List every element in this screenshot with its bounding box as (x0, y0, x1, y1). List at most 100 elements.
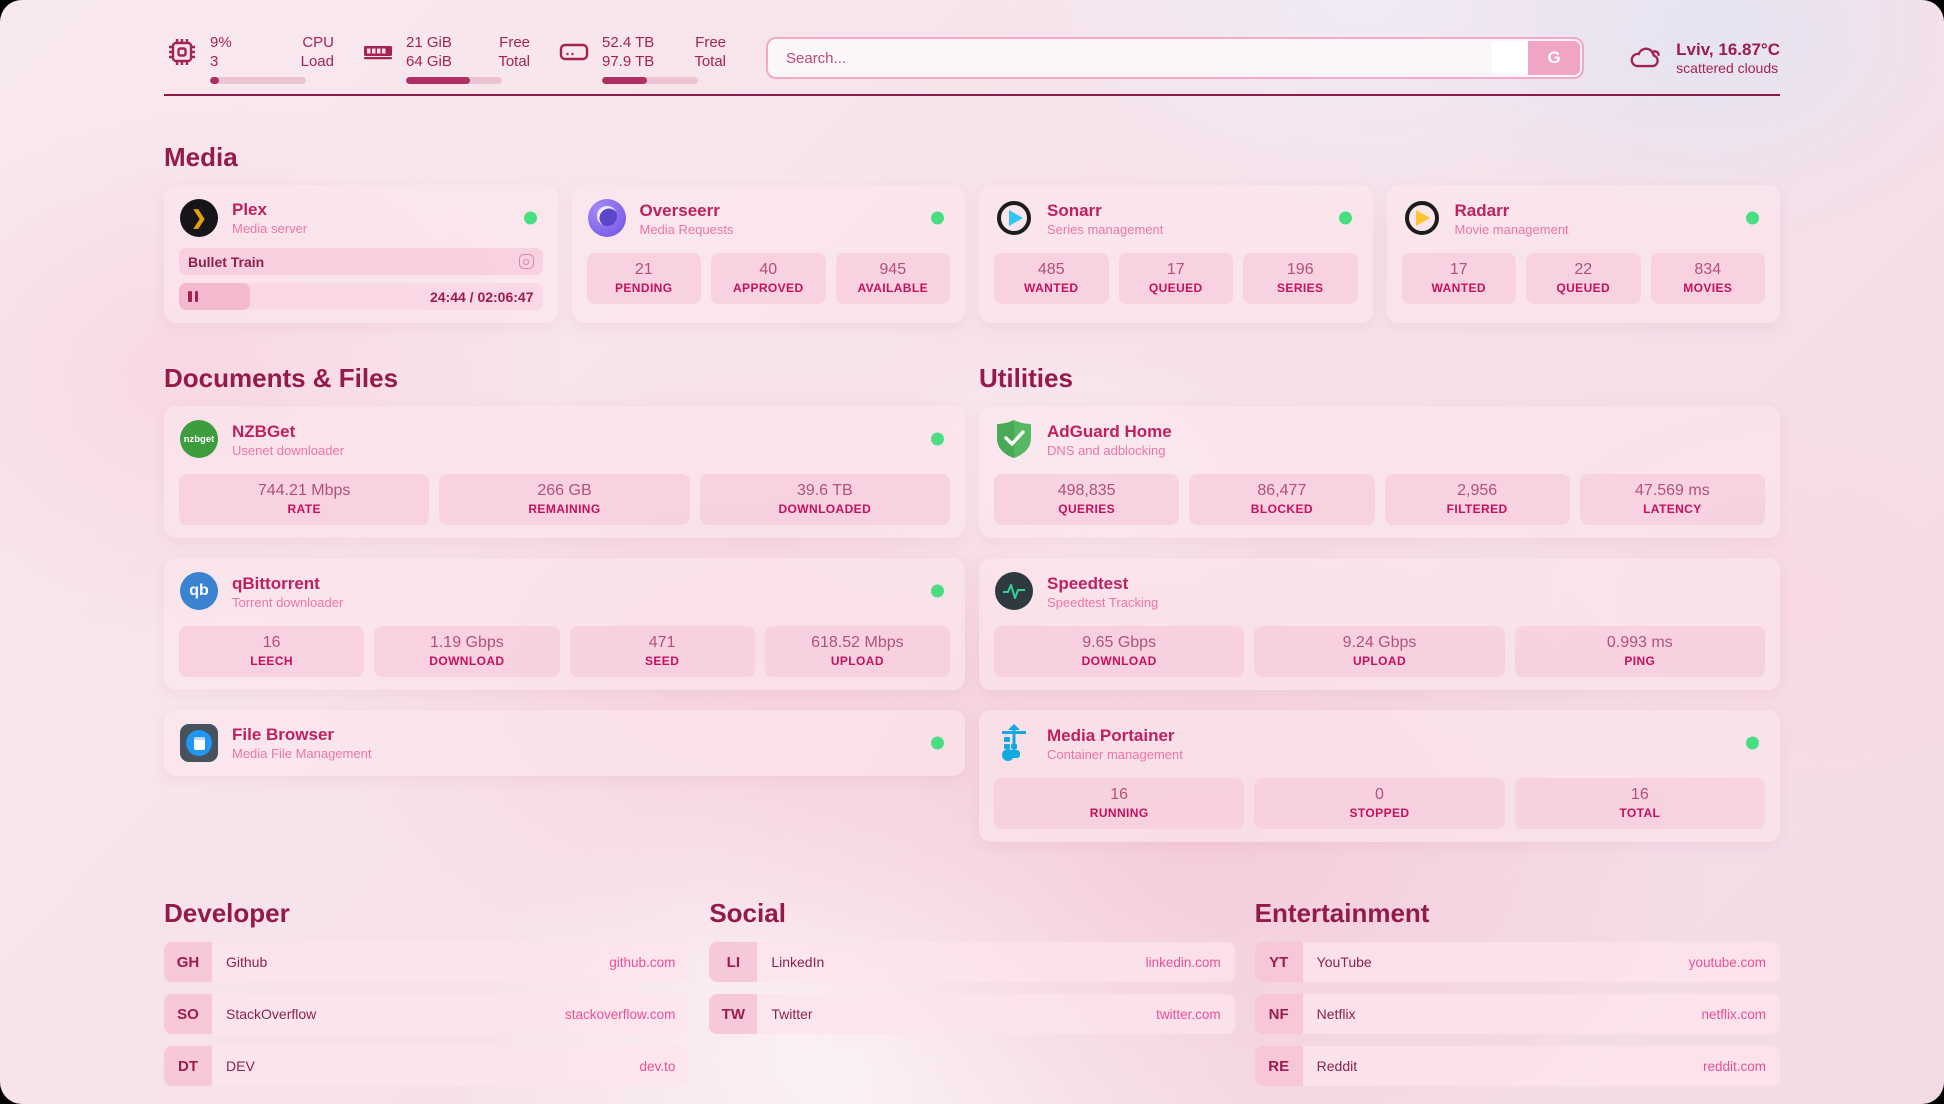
app-title: Media Portainer (1047, 725, 1175, 745)
disk-free-value: 52.4 TB (602, 33, 655, 51)
weather-location: Lviv, 16.87°C (1676, 40, 1780, 59)
app-subtitle: Media server (232, 221, 308, 236)
app-card-plex[interactable]: ❯ Plex Media server Bullet Train 24:44 /… (164, 185, 558, 323)
cpu-widget: 9% 3 CPU Load (164, 33, 334, 84)
app-subtitle: Usenet downloader (232, 442, 345, 458)
stat-tile: 17 WANTED (1401, 253, 1516, 304)
now-playing-title: Bullet Train (188, 253, 265, 270)
sonarr-icon (997, 201, 1031, 235)
app-subtitle: Speedtest Tracking (1047, 594, 1159, 610)
now-playing-row: Bullet Train (179, 248, 543, 275)
stat-tile: 266 GB REMAINING (439, 474, 690, 525)
app-card-adguard[interactable]: AdGuard Home DNS and adblocking 498,835 … (979, 406, 1780, 538)
overseerr-icon (587, 199, 626, 237)
section-heading-utilities: Utilities (979, 363, 1073, 393)
app-title: Speedtest (1047, 573, 1129, 593)
stat-tile: 16 TOTAL (1514, 778, 1765, 829)
stat-tile: 21 PENDING (586, 253, 701, 304)
stat-tile: 40 APPROVED (711, 253, 826, 304)
status-online-dot (931, 584, 944, 598)
status-online-dot (1338, 211, 1352, 225)
app-card-filebrowser[interactable]: File Browser Media File Management (164, 710, 965, 776)
playback-time: 24:44 / 02:06:47 (429, 288, 534, 305)
stat-tile: 0.993 ms PING (1514, 626, 1765, 677)
app-subtitle: Movie management (1454, 221, 1569, 237)
app-subtitle: Series management (1047, 221, 1164, 237)
disk-free-label: Free (695, 33, 726, 51)
status-online-dot (1746, 211, 1759, 225)
app-card-qbittorrent[interactable]: qb qBittorrent Torrent downloader 16 LEE… (164, 558, 965, 690)
stat-tile: 47.569 ms LATENCY (1579, 474, 1765, 525)
stat-tile: 196 SERIES (1243, 253, 1358, 304)
bookmark-reddit[interactable]: RE Reddit reddit.com (1254, 1046, 1780, 1086)
app-title: qBittorrent (232, 573, 320, 593)
search-input[interactable] (766, 37, 1585, 79)
stat-tile: 498,835 QUERIES (994, 474, 1180, 525)
media-lens-icon (518, 254, 534, 269)
bookmark-github[interactable]: GH Github github.com (164, 942, 690, 982)
bookmark-netflix[interactable]: NF Netflix netflix.com (1254, 994, 1780, 1034)
ram-free-label: Free (499, 33, 530, 51)
ram-total-label: Total (498, 52, 530, 70)
app-card-portainer[interactable]: Media Portainer Container management 16 … (979, 710, 1780, 842)
bookmark-dev[interactable]: DT DEV dev.to (164, 1046, 690, 1086)
bookmark-abbr: TW (709, 994, 758, 1034)
cpu-progress-bar (210, 76, 306, 84)
app-card-radarr[interactable]: Radarr Movie management 17 WANTED 22 QUE… (1386, 185, 1780, 323)
top-bar: 9% 3 CPU Load (164, 0, 1780, 88)
topbar-divider (164, 94, 1780, 96)
bookmark-youtube[interactable]: YT YouTube youtube.com (1254, 942, 1780, 982)
search-engine-button[interactable]: G (1528, 41, 1581, 75)
pause-button[interactable] (188, 291, 198, 302)
stat-tile: 16 RUNNING (994, 778, 1245, 829)
app-subtitle: Torrent downloader (232, 594, 344, 610)
section-heading-social: Social (709, 898, 786, 928)
app-card-sonarr[interactable]: Sonarr Series management 485 WANTED 17 Q… (979, 185, 1373, 323)
stat-tile: 22 QUEUED (1526, 253, 1641, 304)
bookmark-abbr: YT (1254, 942, 1303, 982)
stat-tile: 1.19 Gbps DOWNLOAD (374, 626, 560, 677)
cpu-load-value: 3 (210, 52, 219, 70)
stat-tile: 618.52 Mbps UPLOAD (764, 626, 950, 677)
search-engine-slot (1492, 41, 1529, 75)
weather-condition: scattered clouds (1676, 60, 1779, 76)
app-title: Plex (232, 200, 267, 219)
cloud-icon (1628, 40, 1664, 76)
bookmark-stackoverflow[interactable]: SO StackOverflow stackoverflow.com (164, 994, 690, 1034)
nzbget-icon: nzbget (180, 420, 218, 458)
app-title: File Browser (232, 725, 335, 744)
weather-widget: Lviv, 16.87°C scattered clouds (1628, 40, 1780, 76)
ram-widget: 21 GiB 64 GiB Free Total (360, 33, 530, 84)
bookmarks-developer: Developer GH Github github.com SO StackO… (164, 898, 690, 1086)
bookmark-twitter[interactable]: TW Twitter twitter.com (709, 994, 1235, 1034)
bookmark-linkedin[interactable]: LI LinkedIn linkedin.com (709, 942, 1235, 982)
section-heading-developer: Developer (164, 898, 290, 928)
bookmark-abbr: DT (164, 1046, 212, 1086)
stat-tile: 9.24 Gbps UPLOAD (1254, 626, 1505, 677)
speedtest-pulse-icon (995, 572, 1033, 610)
app-card-speedtest[interactable]: Speedtest Speedtest Tracking 9.65 Gbps D… (979, 558, 1780, 690)
bookmark-abbr: SO (164, 994, 212, 1034)
system-widgets: 9% 3 CPU Load (164, 33, 726, 84)
stat-tile: 39.6 TB DOWNLOADED (699, 474, 950, 525)
app-card-nzbget[interactable]: nzbget NZBGet Usenet downloader 744.21 M… (164, 406, 965, 538)
status-online-dot (1746, 736, 1759, 750)
status-online-dot (523, 211, 537, 225)
cpu-usage-label: CPU (302, 33, 334, 51)
search-bar: G (766, 37, 1585, 79)
radarr-icon (1404, 201, 1439, 235)
app-card-overseerr[interactable]: Overseerr Media Requests 21 PENDING 40 A… (571, 185, 965, 323)
app-title: Overseerr (639, 200, 720, 220)
ram-progress-bar (406, 76, 502, 84)
qbittorrent-icon: qb (180, 572, 218, 610)
stat-tile: 9.65 Gbps DOWNLOAD (994, 626, 1245, 677)
stat-tile: 471 SEED (569, 626, 755, 677)
status-online-dot (931, 736, 944, 750)
stat-tile: 16 LEECH (179, 626, 365, 677)
ram-stick-icon (360, 34, 396, 70)
stat-tile: 485 WANTED (994, 253, 1109, 304)
disk-progress-bar (602, 76, 698, 84)
app-title: Radarr (1454, 200, 1510, 220)
stat-tile: 86,477 BLOCKED (1189, 474, 1375, 525)
disk-total-value: 97.9 TB (602, 52, 655, 70)
